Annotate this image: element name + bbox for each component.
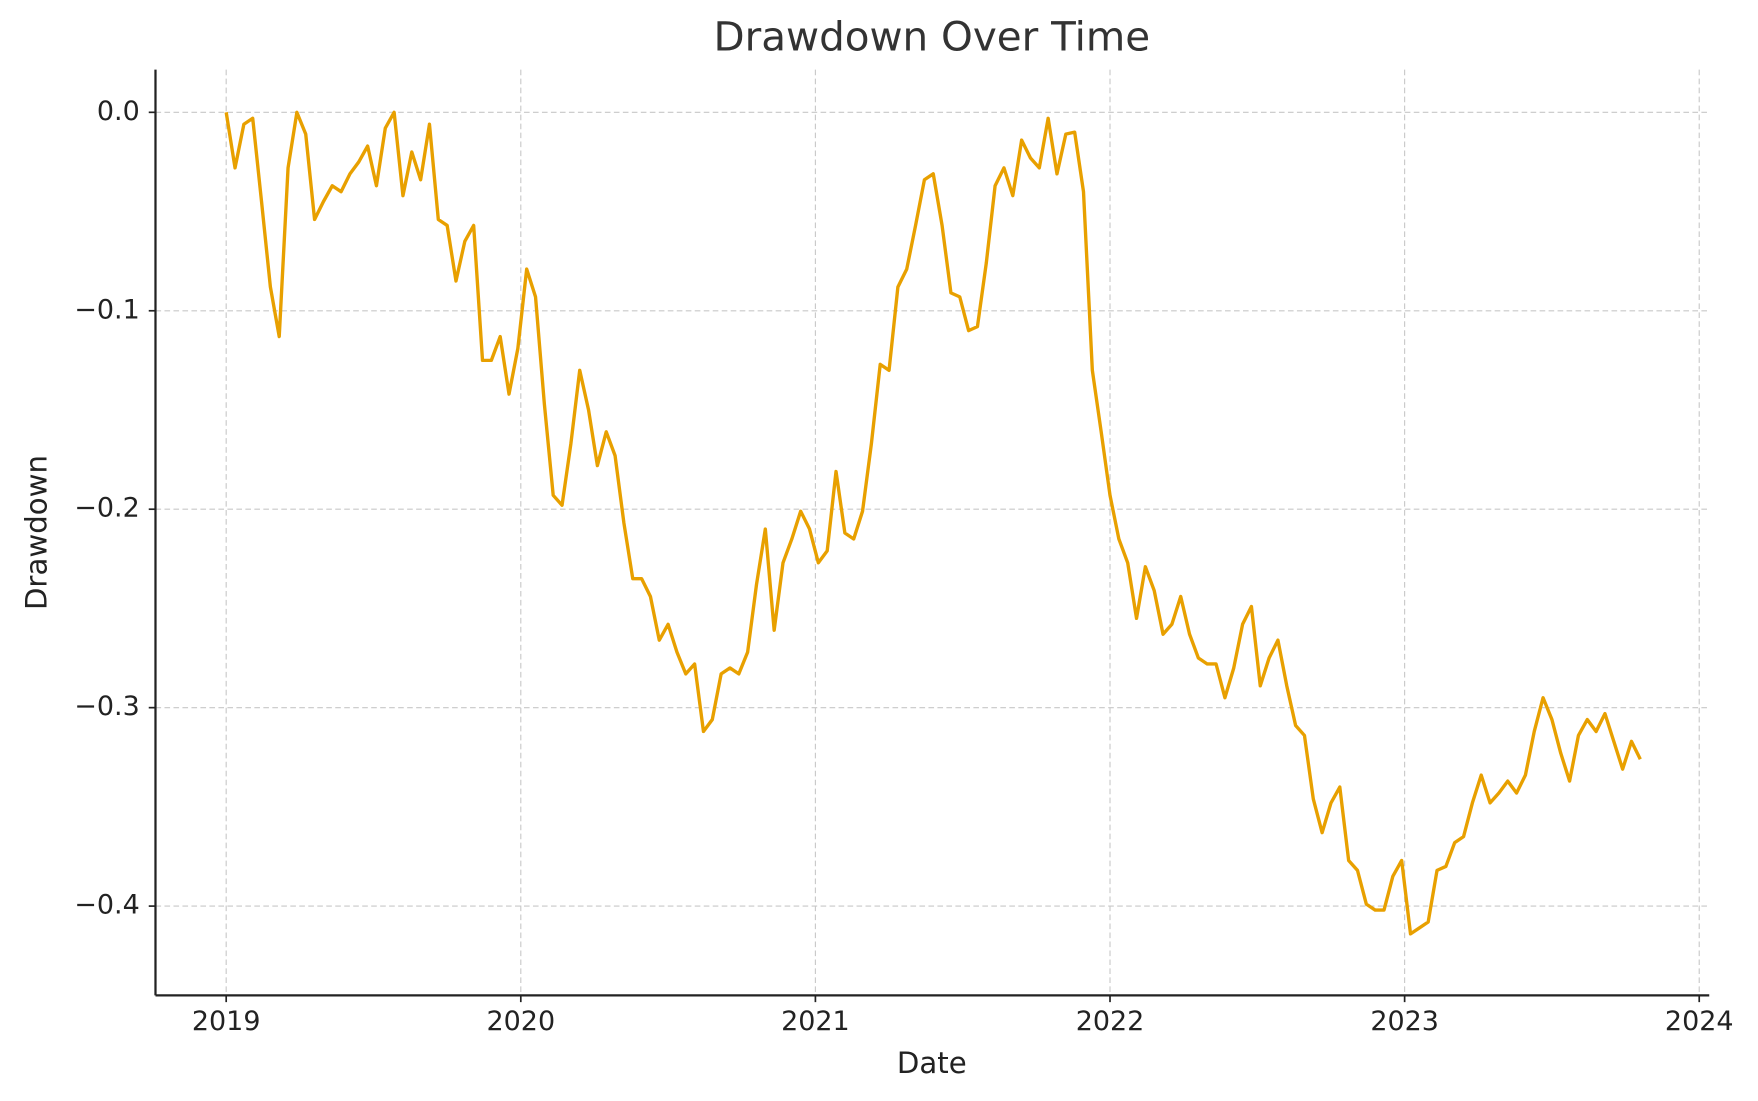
drawdown-line [224,110,1642,936]
x-tick-label: 2019 [192,1006,261,1037]
y-tick-label: −0.1 [74,294,139,325]
x-tick-label: 2022 [1076,1006,1145,1037]
chart-title: Drawdown Over Time [713,12,1150,60]
y-tick-label: −0.3 [74,691,139,722]
x-tick-label: 2021 [781,1006,850,1037]
y-axis-title: Drawdown [20,455,54,610]
x-tick-label: 2024 [1665,1006,1734,1037]
x-axis-title: Date [897,1046,967,1080]
x-tick-label: 2023 [1370,1006,1439,1037]
x-tick-label: 2020 [487,1006,556,1037]
y-tick-label: −0.2 [74,493,139,524]
y-tick-label: −0.4 [74,890,139,921]
y-tick-label: 0.0 [97,96,140,127]
